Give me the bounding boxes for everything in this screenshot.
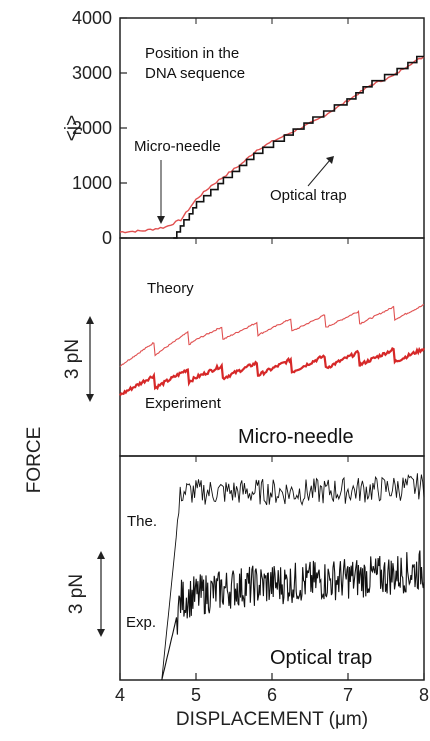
annotation-position-line1: Position in the	[145, 45, 239, 62]
series-line-micro-needle-experiment	[119, 346, 425, 397]
annotation-position-line2: DNA sequence	[145, 65, 245, 82]
y-ticks-position: 0 1000 2000 3000 4000	[72, 8, 127, 248]
label-the: The.	[127, 513, 157, 530]
x-ticks: 4 5 6 7 8	[115, 18, 429, 705]
panel-title-optical-trap: Optical trap	[270, 647, 372, 669]
arrowhead-optical-trap	[326, 156, 334, 164]
label-exp: Exp.	[126, 614, 156, 631]
label-experiment: Experiment	[145, 395, 222, 412]
x-tick-label-1: 5	[191, 685, 201, 705]
series-line-position-micro-needle	[119, 55, 425, 234]
y-tick-label-2: 2000	[72, 118, 112, 138]
y-tick-label-3: 3000	[72, 63, 112, 83]
annotation-micro-needle: Micro-needle	[134, 138, 221, 155]
y-axis-label-force: FORCE	[24, 427, 45, 494]
y-axis-label-position: <j>	[62, 115, 83, 141]
x-tick-label-0: 4	[115, 685, 125, 705]
series-line-optical-trap-experiment	[161, 550, 425, 681]
x-axis-label: DISPLACEMENT (μm)	[176, 709, 368, 730]
series-line-micro-needle-theory	[119, 304, 425, 367]
x-tick-label-4: 8	[419, 685, 429, 705]
scale-bar-ot-top-arrowhead	[97, 551, 105, 559]
x-tick-label-3: 7	[343, 685, 353, 705]
y-tick-label-0: 0	[102, 228, 112, 248]
scale-bar-top-arrowhead	[86, 316, 94, 324]
y-tick-label-1: 1000	[72, 173, 112, 193]
annotation-optical-trap: Optical trap	[270, 187, 347, 204]
arrow-optical-trap	[307, 159, 331, 187]
y-tick-label-4: 4000	[72, 8, 112, 28]
series-line-optical-trap-theory	[161, 473, 425, 681]
scale-bar-ot-bottom-arrowhead	[97, 629, 105, 637]
scale-bar-bottom-arrowhead	[86, 394, 94, 402]
arrowhead-micro-needle	[157, 216, 165, 224]
label-theory: Theory	[147, 280, 194, 297]
series-lines	[119, 55, 425, 681]
scale-bar-label-optical-trap: 3 pN	[66, 574, 87, 614]
x-tick-label-2: 6	[267, 685, 277, 705]
panel-title-micro-needle: Micro-needle	[238, 426, 354, 448]
scale-bar-label-micro-needle: 3 pN	[62, 339, 83, 379]
series-line-position-optical-trap	[173, 55, 424, 239]
